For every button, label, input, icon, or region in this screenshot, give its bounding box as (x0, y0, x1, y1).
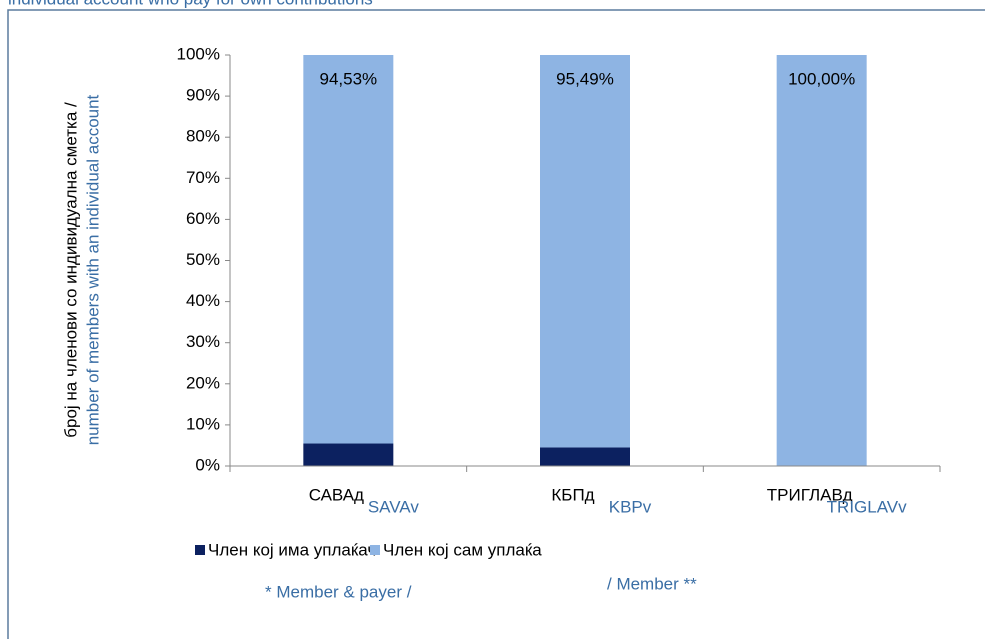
data-label: 94,53% (319, 69, 377, 88)
y-axis-label-en: number of members with an individual acc… (83, 94, 102, 445)
y-tick-label: 0% (195, 455, 220, 474)
bar-segment (303, 55, 394, 444)
data-label: 100,00% (788, 69, 855, 88)
frame (7, 9, 985, 639)
x-tick-label-en: KBPv (609, 497, 652, 516)
y-tick-label: 60% (186, 209, 220, 228)
header: individual account who pay for own contr… (8, 0, 373, 8)
y-tick-label: 90% (186, 86, 220, 105)
legend-label: Член кој има уплаќач (208, 540, 376, 559)
y-tick-label: 80% (186, 127, 220, 146)
legend-swatch (370, 545, 380, 555)
x-tick-label-en: TRIGLAVv (827, 497, 907, 516)
y-tick-label: 70% (186, 168, 220, 187)
x-tick-label-en: SAVAv (368, 497, 420, 516)
legend-label-en: / Member ** (607, 574, 697, 593)
y-tick-label: 40% (186, 291, 220, 310)
bar-segment (540, 55, 630, 448)
bar-segment (776, 55, 867, 466)
x-tick-label: КБПд (551, 485, 594, 504)
legend-label-en: * Member & payer / (265, 582, 412, 601)
y-tick-label: 30% (186, 332, 220, 351)
y-tick-label: 50% (186, 250, 220, 269)
x-tick-label: САВАд (309, 485, 364, 504)
y-tick-label: 10% (186, 414, 220, 433)
legend-swatch (195, 545, 205, 555)
legend-label: Член кој сам уплаќа (383, 540, 542, 559)
y-tick-label: 20% (186, 373, 220, 392)
bar-segment (303, 443, 394, 466)
bar-segment (540, 447, 630, 466)
y-tick-label: 100% (177, 44, 220, 63)
x-tick-label: ТРИГЛАВд (767, 485, 853, 504)
data-label: 95,49% (556, 69, 614, 88)
y-axis-label: број на членови со индивидуална сметка / (61, 102, 80, 438)
